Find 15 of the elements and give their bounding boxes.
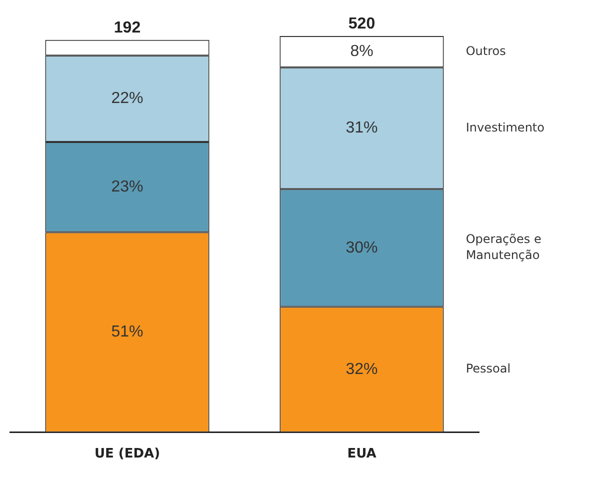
- series-label: Operações e Manutenção: [466, 232, 542, 262]
- series-label: Outros: [466, 44, 506, 58]
- data-label: 31%: [346, 120, 378, 137]
- data-label: 23%: [111, 178, 144, 196]
- data-label: 32%: [346, 361, 378, 378]
- data-label: 22%: [111, 90, 144, 108]
- data-label: 51%: [111, 324, 144, 341]
- x-tick-label: UE (EDA): [94, 446, 160, 462]
- text: 520: [348, 15, 376, 32]
- series-label: Investimento: [466, 120, 544, 134]
- data-label: 30%: [346, 239, 378, 256]
- annotation: 192: [114, 19, 141, 36]
- series-label: Pessoal: [466, 362, 511, 376]
- x-tick-label: EUA: [347, 446, 376, 462]
- data-label: 8%: [350, 43, 374, 60]
